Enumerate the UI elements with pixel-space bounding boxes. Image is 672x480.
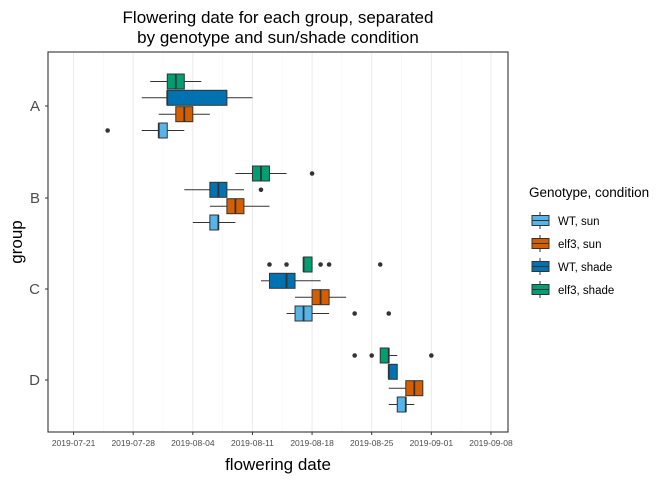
legend-item: WT, sun	[531, 212, 600, 229]
box-iqr	[166, 89, 228, 106]
box-A-1	[158, 106, 210, 123]
outlier-point	[326, 262, 332, 267]
box-A-0	[105, 122, 185, 139]
x-tick-label: 2019-07-28	[111, 438, 155, 448]
chart-title: Flowering date for each group, separated…	[123, 8, 434, 47]
chart-title-line: Flowering date for each group, separated	[123, 8, 434, 27]
outlier-point	[429, 353, 434, 358]
box-C-1	[295, 289, 347, 306]
legend-label: WT, sun	[558, 216, 600, 228]
box-iqr	[158, 122, 168, 139]
box-D-2	[387, 363, 398, 380]
legend-item: WT, shade	[531, 258, 612, 275]
box-iqr	[268, 272, 296, 289]
y-axis-title: group	[7, 220, 26, 263]
outlier-point	[377, 262, 383, 267]
box-D-3	[352, 347, 434, 364]
box-B-1	[209, 198, 270, 215]
x-axis: 2019-07-21 2019-07-28 2019-08-04 2019-08-11…	[52, 432, 513, 448]
outlier-point	[352, 353, 357, 358]
box-iqr	[388, 363, 398, 380]
box-B-3	[235, 165, 315, 182]
x-tick-label: 2019-07-21	[52, 438, 96, 448]
box-iqr	[379, 347, 390, 364]
outlier-point	[386, 311, 392, 316]
box-iqr	[209, 214, 219, 231]
x-tick-label: 2019-09-08	[469, 438, 513, 448]
box-C-3	[267, 256, 383, 273]
plot-panel-border	[47, 51, 509, 433]
grid	[73, 52, 492, 432]
box-D-1	[388, 380, 424, 397]
outlier-point	[284, 262, 289, 267]
box-A-2	[141, 89, 253, 106]
y-tick-label: D	[29, 372, 40, 389]
x-tick-label: 2019-08-25	[350, 438, 394, 448]
x-tick-label: 2019-08-11	[231, 438, 274, 448]
box-C-0	[286, 305, 392, 322]
legend-item: elf3, shade	[531, 281, 614, 298]
x-tick-label: 2019-09-01	[410, 438, 454, 448]
box-A-3	[150, 73, 202, 90]
box-B-2	[184, 181, 264, 198]
outlier-point	[318, 262, 323, 267]
y-tick-label: C	[29, 281, 40, 298]
y-axis: A B C D	[29, 98, 48, 389]
outlier-point	[105, 128, 110, 133]
outlier-point	[267, 262, 272, 267]
y-tick-label: B	[30, 190, 40, 207]
y-tick-label: A	[30, 98, 40, 115]
legend-label: elf3, shade	[558, 285, 614, 297]
box-D-0	[388, 396, 415, 413]
legend-title: Genotype, condition	[529, 185, 649, 200]
outlier-point	[369, 353, 375, 358]
legend-label: WT, shade	[558, 262, 612, 274]
legend-label: elf3, sun	[558, 239, 601, 251]
x-tick-label: 2019-08-18	[290, 438, 334, 448]
box-iqr	[396, 396, 407, 413]
x-tick-label: 2019-08-04	[171, 438, 215, 448]
outlier-point	[352, 311, 357, 316]
outlier-point	[258, 187, 264, 193]
chart-title-line: by genotype and sun/shade condition	[137, 28, 419, 47]
legend: Genotype, condition WT, sun elf3, sun WT, s…	[529, 185, 649, 298]
box-C-2	[260, 272, 321, 289]
box-B-0	[192, 214, 236, 231]
x-axis-title: flowering date	[225, 455, 331, 474]
legend-item: elf3, sun	[531, 235, 601, 252]
plot-boxes	[105, 73, 434, 413]
outlier-point	[309, 171, 315, 176]
box-iqr	[303, 256, 313, 273]
